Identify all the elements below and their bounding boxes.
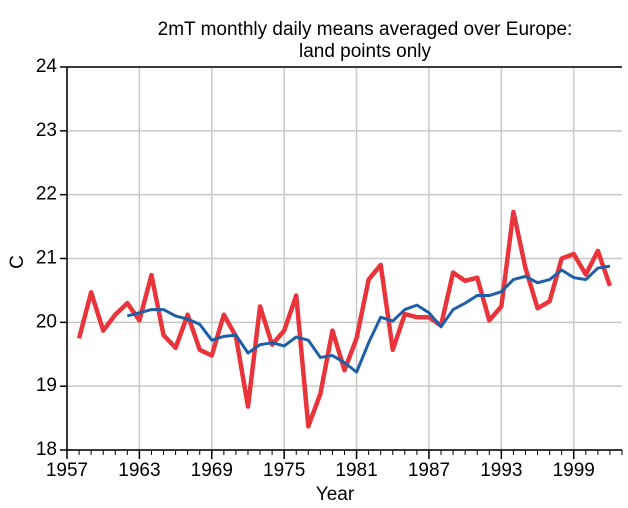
x-tick-label: 1993 [480,460,522,481]
chart-title: 2mT monthly daily means averaged over Eu… [158,19,573,40]
x-tick-label: 1981 [335,460,377,481]
y-axis-label: C [7,255,28,269]
y-tick-label: 20 [36,311,57,332]
x-tick-label: 1963 [118,460,160,481]
x-tick-label: 1999 [553,460,595,481]
x-tick-label: 1969 [191,460,233,481]
y-tick-label: 21 [36,248,57,269]
x-axis-label: Year [316,484,355,505]
x-tick-label: 1957 [46,460,88,481]
chart-title: land points only [299,41,432,62]
y-tick-label: 18 [36,439,57,460]
y-tick-label: 19 [36,375,57,396]
data-line [126,264,611,374]
y-tick-label: 22 [36,184,57,205]
y-tick-label: 23 [36,120,57,141]
y-tick-label: 24 [36,56,58,77]
data-line [76,209,613,429]
x-tick-label: 1975 [263,460,305,481]
x-tick-label: 1987 [408,460,450,481]
